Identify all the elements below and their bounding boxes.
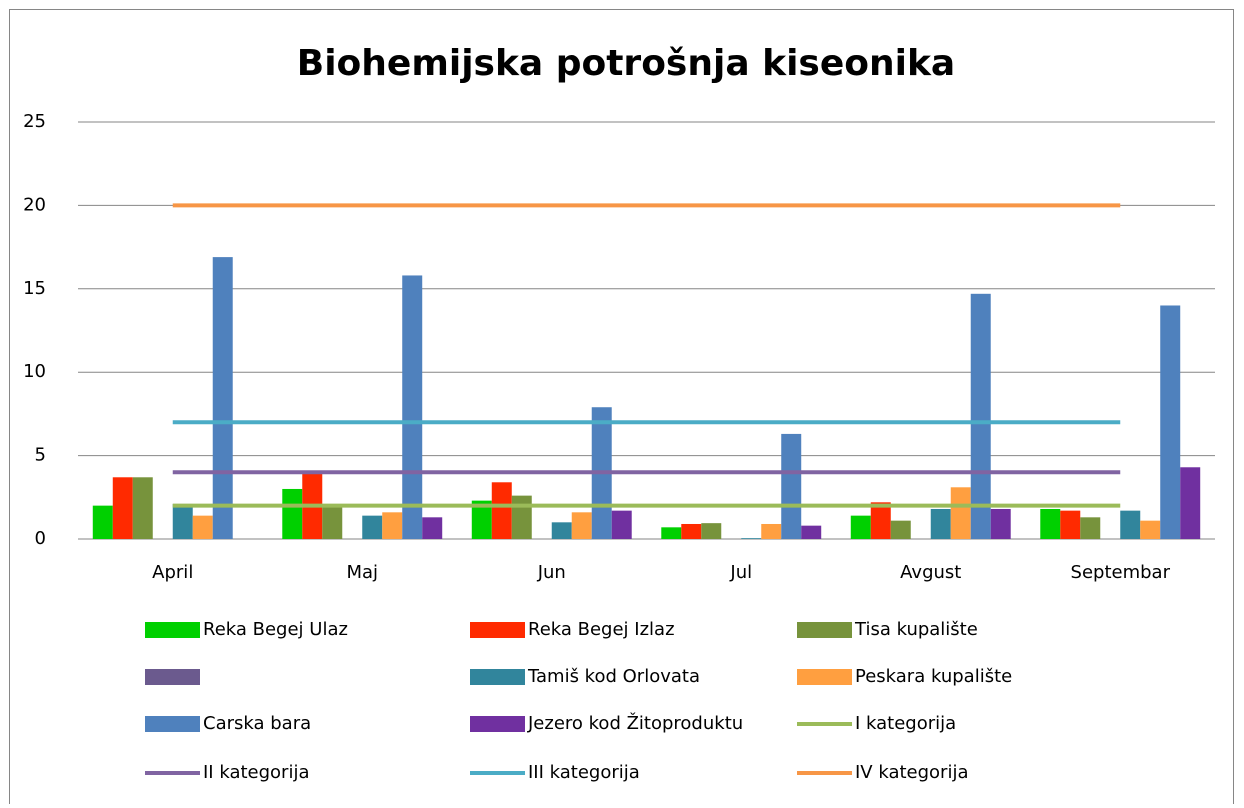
bar <box>611 510 632 539</box>
legend-label: Carska bara <box>203 713 311 734</box>
bar <box>1040 508 1061 539</box>
bar <box>781 433 802 539</box>
bar <box>950 487 971 539</box>
bar <box>322 505 343 539</box>
legend-swatch <box>797 669 852 685</box>
bar <box>1140 520 1161 539</box>
bar <box>870 502 891 539</box>
bar <box>850 515 871 539</box>
x-tick-label: Avgust <box>900 562 961 583</box>
y-tick-label: 20 <box>23 194 46 215</box>
bar <box>890 520 911 539</box>
legend-label: Tisa kupalište <box>854 619 978 640</box>
bar <box>801 525 822 539</box>
bar <box>551 522 572 539</box>
bar <box>930 508 951 539</box>
bar <box>471 500 492 539</box>
legend-label: Reka Begej Ulaz <box>203 619 348 640</box>
legend-swatch <box>470 622 525 638</box>
legend-swatch <box>145 669 200 685</box>
bar <box>192 515 213 539</box>
x-tick-label: Maj <box>346 562 378 583</box>
bar <box>92 505 113 539</box>
bar <box>1180 467 1201 539</box>
bar <box>970 293 991 539</box>
legend-label: III kategorija <box>528 762 640 783</box>
x-tick-label: Jun <box>537 562 566 583</box>
legend-swatch <box>145 622 200 638</box>
bar <box>990 508 1011 539</box>
legend-label: Peskara kupalište <box>855 666 1012 687</box>
legend-label: Tamiš kod Orlovata <box>527 666 700 687</box>
bar <box>212 257 233 539</box>
bar <box>362 515 383 539</box>
bar <box>761 523 782 539</box>
y-tick-label: 15 <box>23 278 46 299</box>
bar <box>422 517 443 539</box>
y-tick-label: 0 <box>35 528 46 549</box>
bar <box>491 482 512 539</box>
bar <box>172 503 193 539</box>
bar <box>1160 305 1181 539</box>
legend-swatch <box>470 669 525 685</box>
bar <box>661 527 682 539</box>
y-tick-label: 25 <box>23 111 46 132</box>
x-tick-label: Jul <box>729 562 752 583</box>
y-tick-label: 5 <box>35 445 46 466</box>
bar <box>741 538 762 539</box>
bar <box>1060 510 1081 539</box>
bar <box>402 275 423 539</box>
legend-swatch <box>797 622 852 638</box>
legend-swatch <box>470 716 525 732</box>
legend-label: I kategorija <box>855 713 956 734</box>
bar <box>1120 510 1141 539</box>
bar <box>282 488 303 539</box>
bar <box>382 512 403 539</box>
y-tick-label: 10 <box>23 361 46 382</box>
bar <box>132 477 153 539</box>
bar <box>681 523 702 539</box>
bar <box>701 523 722 539</box>
chart-title: Biohemijska potrošnja kiseonika <box>297 43 955 84</box>
legend-label: IV kategorija <box>855 762 968 783</box>
legend-label: Jezero kod Žitoproduktu <box>527 712 743 734</box>
legend-label: II kategorija <box>203 762 309 783</box>
bar <box>112 477 133 539</box>
bar <box>571 512 592 539</box>
legend-swatch <box>145 716 200 732</box>
legend-label: Reka Begej Izlaz <box>528 619 675 640</box>
x-tick-label: April <box>152 562 193 583</box>
bar <box>511 495 532 539</box>
x-tick-label: Septembar <box>1071 562 1171 583</box>
bar <box>1080 517 1101 539</box>
